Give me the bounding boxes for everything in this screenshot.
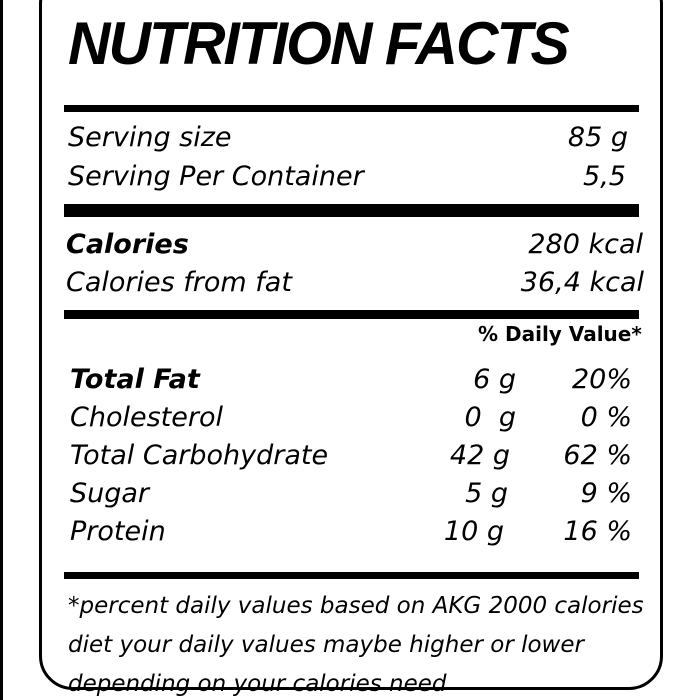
nutrient-name: Cholesterol [70, 402, 223, 433]
daily-value-header: % Daily Value* [478, 322, 642, 346]
nutrient-name: Total Fat [70, 364, 200, 395]
nutrient-amount: 10 g [443, 516, 504, 547]
footnote-line: *percent daily values based on AKG 2000 … [68, 593, 644, 619]
footnote-line: depending on your calories need [68, 671, 447, 697]
nutrient-name: Sugar [70, 478, 150, 509]
divider-rule [64, 310, 639, 319]
calories-value: 280 kcal [528, 229, 643, 260]
servings-per-container-value: 5,5 [583, 161, 626, 192]
calories-label: Calories [66, 229, 189, 260]
serving-size-value: 85 g [567, 122, 628, 153]
nutrient-name: Total Carbohydrate [70, 440, 329, 471]
calories-from-fat-value: 36,4 kcal [520, 267, 644, 298]
servings-per-container-label: Serving Per Container [68, 161, 364, 192]
left-border-line [0, 0, 3, 700]
calories-from-fat-label: Calories from fat [66, 267, 292, 298]
nutrient-amount: 0 g [464, 402, 516, 433]
divider-rule [64, 572, 639, 579]
label-title: NUTRITION FACTS [68, 10, 570, 77]
nutrient-daily-value: 0 % [580, 402, 632, 433]
serving-size-label: Serving size [68, 122, 232, 153]
nutrient-daily-value: 9 % [580, 478, 632, 509]
nutrient-daily-value: 20% [571, 364, 632, 395]
nutrient-amount: 6 g [473, 364, 516, 395]
divider-rule [64, 105, 639, 112]
nutrient-amount: 5 g [465, 478, 508, 509]
nutrient-amount: 42 g [449, 440, 510, 471]
thick-divider-rule [64, 204, 639, 217]
nutrient-daily-value: 16 % [563, 516, 632, 547]
footnote-line: diet your daily values maybe higher or l… [68, 632, 584, 658]
nutrient-daily-value: 62 % [563, 440, 632, 471]
nutrient-name: Protein [70, 516, 166, 547]
